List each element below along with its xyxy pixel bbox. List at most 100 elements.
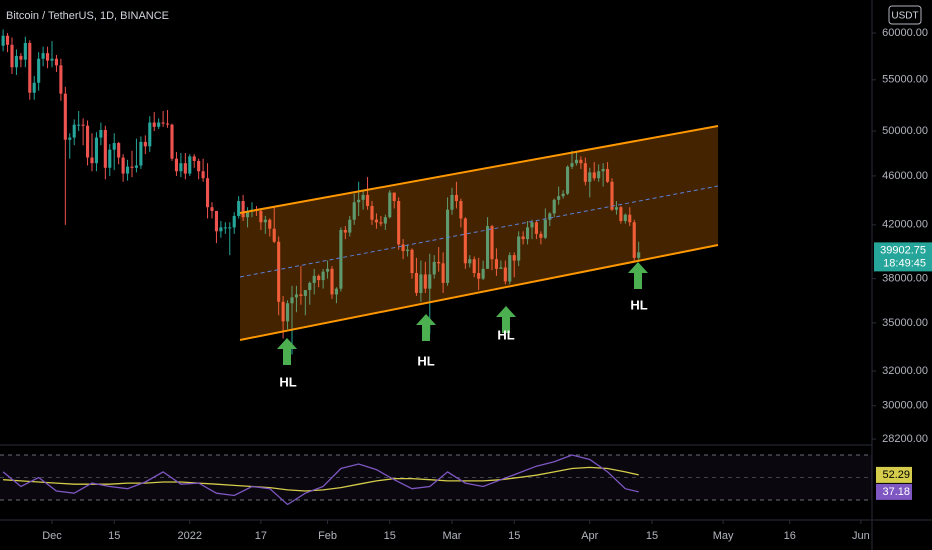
candle-body — [46, 53, 50, 61]
rsi-ma-line — [3, 466, 639, 492]
candle-body — [41, 53, 45, 59]
candle-body — [361, 194, 365, 200]
candle-body — [90, 157, 94, 164]
candle-body — [28, 42, 32, 93]
candle-body — [228, 227, 232, 229]
candle-body — [450, 194, 454, 210]
candle-body — [441, 263, 445, 283]
candle-body — [512, 255, 516, 261]
candle-body — [86, 125, 90, 158]
candle-body — [543, 219, 547, 238]
channel-lower — [239, 244, 719, 341]
candle-body — [499, 267, 503, 269]
candle-body — [597, 171, 601, 179]
candle-body — [63, 93, 67, 140]
x-tick-label: Jun — [852, 530, 870, 542]
candle-body — [601, 168, 605, 172]
candle-body — [472, 259, 476, 274]
candle-body — [272, 228, 276, 242]
candle-body — [183, 163, 187, 174]
candle-body — [321, 271, 325, 281]
x-tick-label: 17 — [255, 530, 267, 542]
candle-body — [54, 58, 58, 66]
candle-body — [223, 227, 227, 229]
candle-body — [77, 124, 81, 126]
candle-body — [428, 274, 432, 289]
candle-body — [277, 241, 281, 302]
candle-body — [503, 267, 507, 282]
candle-body — [374, 219, 378, 223]
candle-body — [121, 157, 125, 174]
x-tick-label: 2022 — [178, 530, 202, 542]
quote: USDT — [891, 11, 918, 22]
candle-body — [579, 159, 583, 164]
candle-body — [161, 122, 165, 124]
x-tick-label: Mar — [443, 530, 462, 542]
candle-body — [339, 229, 343, 289]
y-tick-label: 28200.00 — [882, 433, 928, 445]
annotation: HL — [417, 353, 434, 368]
candle-body — [19, 55, 23, 60]
candle-body — [619, 207, 623, 222]
candle-body — [139, 141, 143, 166]
candle-body — [130, 166, 134, 168]
candle-body — [143, 141, 147, 147]
candle-body — [459, 201, 463, 219]
x-tick-label: Apr — [581, 530, 598, 542]
candle-body — [623, 214, 627, 222]
candle-body — [552, 199, 556, 214]
candle-body — [534, 222, 538, 234]
candle-body — [37, 58, 41, 83]
candle-body — [268, 219, 272, 229]
candle-body — [68, 137, 72, 140]
x-tick-label: 15 — [108, 530, 120, 542]
candle-body — [103, 129, 107, 168]
candle-body — [237, 201, 241, 216]
y-tick-label: 55000.00 — [882, 74, 928, 86]
candle-body — [14, 55, 18, 68]
last-price: 39902.75 — [880, 244, 926, 256]
countdown: 18:49:45 — [883, 257, 926, 269]
candle-body — [432, 261, 436, 275]
candle-body — [1, 35, 5, 46]
y-tick-label: 50000.00 — [882, 125, 928, 137]
candle-body — [477, 273, 481, 279]
candle-body — [592, 172, 596, 179]
plot — [1, 29, 641, 355]
rsi-line — [2, 454, 639, 506]
candle-body — [174, 158, 178, 172]
y-tick-label: 60000.00 — [882, 27, 928, 39]
y-tick-label: 30000.00 — [882, 400, 928, 412]
candle-body — [117, 143, 121, 158]
candle-body — [468, 259, 472, 264]
candle-body — [290, 297, 294, 304]
candle-body — [388, 192, 392, 218]
candle-body — [312, 275, 316, 283]
y-tick-label: 32000.00 — [882, 365, 928, 377]
annotation: HL — [279, 374, 296, 389]
candle-body — [463, 218, 467, 264]
channel — [239, 125, 719, 341]
candle-body — [570, 163, 574, 167]
candle-body — [437, 261, 441, 264]
arrow — [277, 338, 297, 365]
candle-body — [308, 282, 312, 291]
candle-body — [419, 274, 423, 293]
candle-body — [148, 122, 152, 147]
candle-body — [303, 290, 307, 296]
annotation: HL — [630, 297, 647, 312]
candle-body — [112, 143, 116, 150]
candle-body — [357, 199, 361, 203]
candle-body — [259, 210, 263, 223]
candle-body — [294, 294, 298, 298]
candle-body — [179, 163, 183, 172]
candle-body — [299, 294, 303, 296]
candle-body — [481, 268, 485, 279]
candle-body — [410, 249, 414, 274]
candle-body — [134, 165, 138, 168]
y-tick-label: 35000.00 — [882, 317, 928, 329]
y-tick-label: 46000.00 — [882, 170, 928, 182]
x-tick-label: 15 — [646, 530, 658, 542]
candle-body — [326, 268, 330, 272]
